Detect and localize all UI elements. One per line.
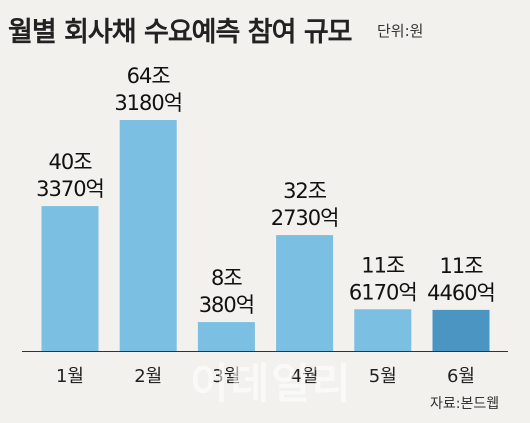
x-tick-5월: 5월 bbox=[369, 366, 397, 387]
bar-3월 bbox=[197, 322, 255, 351]
data-label-5월-1: 11조 bbox=[361, 253, 405, 277]
bar-6월 bbox=[432, 309, 490, 351]
x-tick-1월: 1월 bbox=[56, 366, 84, 387]
data-label-2월-2: 3180억 bbox=[114, 91, 182, 115]
data-label-5월-2: 6170억 bbox=[349, 280, 417, 304]
unit-note: 단위:원 bbox=[377, 22, 424, 40]
data-label-6월-2: 4460억 bbox=[427, 281, 495, 305]
chart-title: 월별 회사채 수요예측 참여 규모 bbox=[8, 17, 353, 48]
data-label-2월-1: 64조 bbox=[127, 64, 171, 88]
x-tick-4월: 4월 bbox=[291, 366, 319, 387]
source-note: 자료:본드웹 bbox=[430, 396, 500, 412]
data-label-4월-2: 2730억 bbox=[271, 206, 339, 230]
watermark-logo: 이데일리 bbox=[190, 359, 353, 408]
x-tick-6월: 6월 bbox=[447, 366, 475, 387]
data-label-4월-1: 32조 bbox=[283, 179, 327, 203]
data-label-1월-1: 40조 bbox=[48, 150, 92, 174]
bar-5월 bbox=[354, 309, 412, 351]
data-label-3월-1: 8조 bbox=[211, 266, 242, 290]
data-label-1월-2: 3370억 bbox=[36, 177, 104, 201]
data-label-3월-2: 380억 bbox=[199, 293, 254, 317]
bar-4월 bbox=[276, 235, 334, 351]
x-tick-2월: 2월 bbox=[134, 366, 162, 387]
bar-1월 bbox=[41, 206, 99, 351]
x-tick-3월: 3월 bbox=[212, 366, 240, 387]
bar-2월 bbox=[119, 120, 177, 351]
data-label-6월-1: 11조 bbox=[439, 254, 483, 278]
